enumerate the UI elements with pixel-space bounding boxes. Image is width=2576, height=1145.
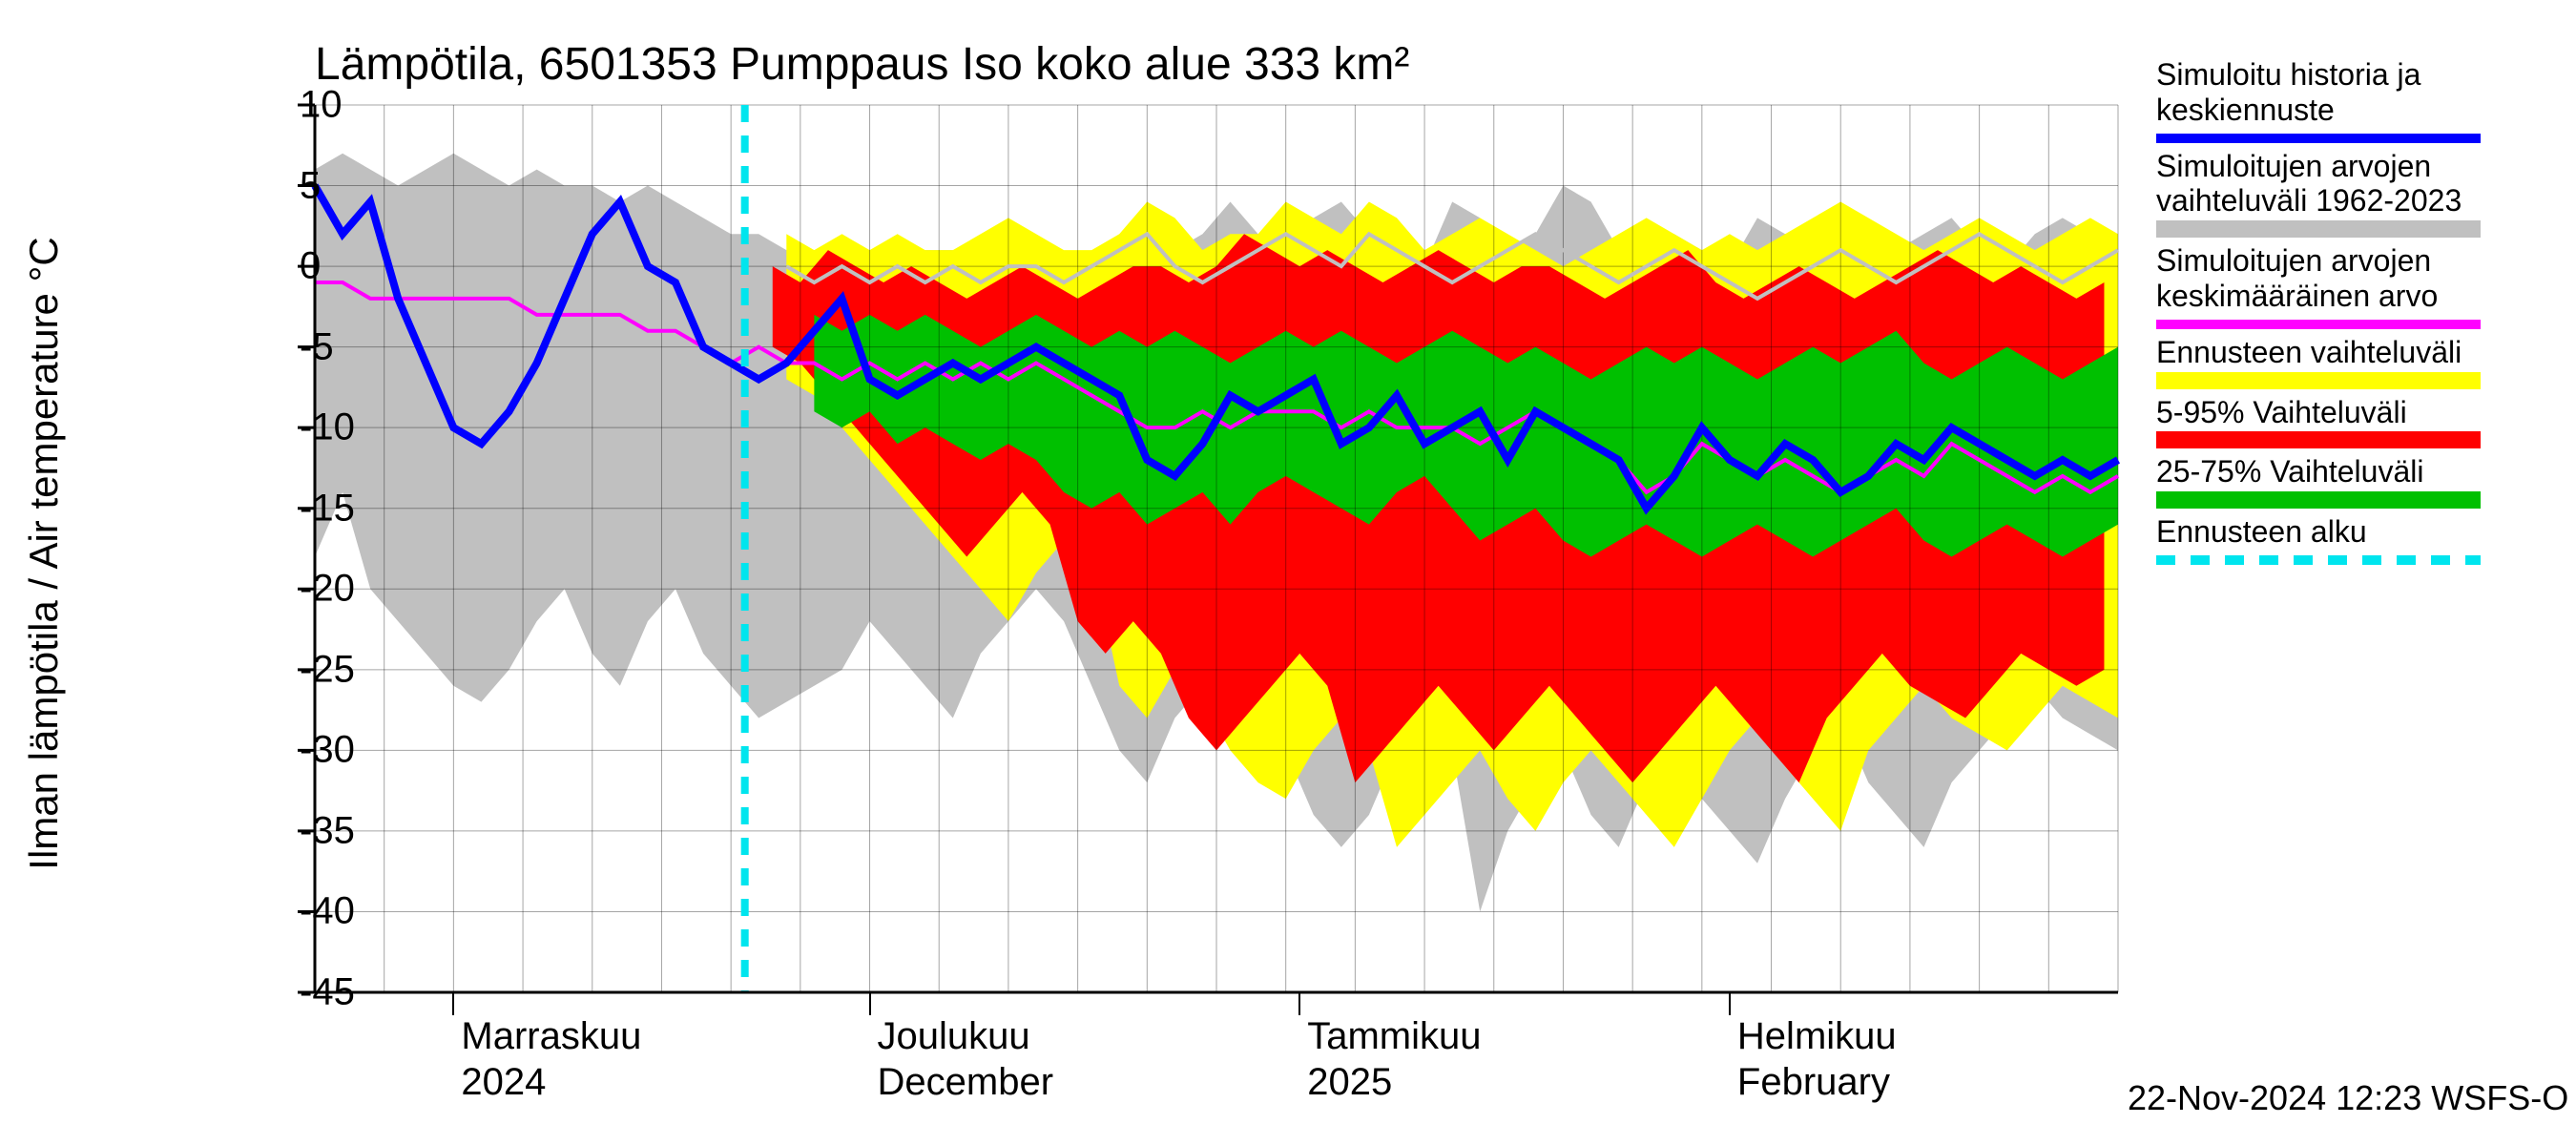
legend-label: 5-95% Vaihteluväli: [2156, 395, 2557, 430]
legend-swatch: [2156, 372, 2481, 389]
legend: Simuloitu historia ja keskiennuste Simulo…: [2156, 57, 2557, 571]
legend-entry: Simuloitujen arvojen keskimääräinen arvo: [2156, 243, 2557, 329]
y-tick-label: -15: [300, 487, 315, 530]
legend-entry: Simuloitu historia ja keskiennuste: [2156, 57, 2557, 143]
legend-entry: 5-95% Vaihteluväli: [2156, 395, 2557, 449]
legend-swatch: [2156, 431, 2481, 448]
x-tick-mark: [452, 992, 454, 1015]
x-tick-label: 2024: [461, 1061, 546, 1104]
legend-label: Ennusteen alku: [2156, 514, 2557, 550]
y-tick-label: -35: [300, 809, 315, 852]
x-tick-label: December: [878, 1061, 1054, 1104]
y-tick-label: -25: [300, 648, 315, 691]
plot-svg: [315, 105, 2118, 992]
x-tick-mark: [869, 992, 871, 1015]
x-tick-label: February: [1737, 1061, 1890, 1104]
legend-label: Simuloitujen arvojen keskimääräinen arvo: [2156, 243, 2557, 314]
legend-entry: Ennusteen vaihteluväli: [2156, 335, 2557, 389]
y-tick-label: -30: [300, 729, 315, 772]
temperature-forecast-chart: Lämpötila, 6501353 Pumppaus Iso koko alu…: [0, 0, 2576, 1145]
legend-label: Simuloitujen arvojen vaihteluväli 1962-2…: [2156, 149, 2557, 219]
y-tick-label: -40: [300, 890, 315, 933]
y-tick-label: -45: [300, 971, 315, 1014]
legend-swatch: [2156, 134, 2481, 143]
legend-entry: 25-75% Vaihteluväli: [2156, 454, 2557, 509]
legend-swatch: [2156, 220, 2481, 238]
y-tick-label: 5: [300, 164, 315, 207]
x-tick-mark: [1729, 992, 1731, 1015]
x-tick-label: Marraskuu: [461, 1015, 641, 1058]
x-tick-label: 2025: [1307, 1061, 1392, 1104]
y-tick-label: 10: [300, 84, 315, 127]
legend-label: 25-75% Vaihteluväli: [2156, 454, 2557, 489]
legend-swatch: [2156, 320, 2481, 329]
y-axis-title: Ilman lämpötila / Air temperature °C: [21, 237, 67, 869]
chart-title: Lämpötila, 6501353 Pumppaus Iso koko alu…: [315, 38, 1409, 91]
legend-swatch: [2156, 491, 2481, 509]
y-tick-label: -10: [300, 406, 315, 449]
x-tick-label: Tammikuu: [1307, 1015, 1481, 1058]
legend-swatch: [2156, 555, 2481, 565]
y-tick-label: 0: [300, 245, 315, 288]
legend-entry: Ennusteen alku: [2156, 514, 2557, 565]
y-tick-label: -20: [300, 568, 315, 611]
y-tick-label: -5: [300, 325, 315, 368]
plot-area: [315, 105, 2118, 992]
x-tick-mark: [1298, 992, 1300, 1015]
x-tick-label: Helmikuu: [1737, 1015, 1897, 1058]
timestamp: 22-Nov-2024 12:23 WSFS-O: [2128, 1078, 2568, 1118]
x-tick-label: Joulukuu: [878, 1015, 1030, 1058]
legend-label: Simuloitu historia ja keskiennuste: [2156, 57, 2557, 128]
legend-entry: Simuloitujen arvojen vaihteluväli 1962-2…: [2156, 149, 2557, 239]
legend-label: Ennusteen vaihteluväli: [2156, 335, 2557, 370]
